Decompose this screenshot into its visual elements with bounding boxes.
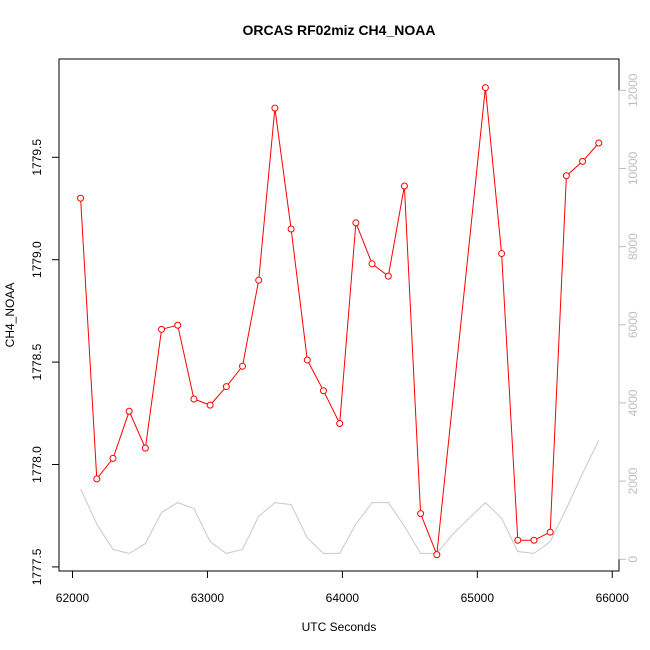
- y-axis-right: 0 2000 4000 6000 8000 10000 12000: [618, 73, 640, 563]
- y2-tick-label: 2000: [626, 467, 640, 494]
- data-point: [109, 454, 117, 462]
- data-point: [141, 444, 149, 452]
- data-point: [158, 325, 166, 333]
- plot-frame: [58, 58, 620, 572]
- data-point: [206, 401, 214, 409]
- data-point: [595, 139, 603, 147]
- secondary-series-layer: [80, 439, 600, 554]
- data-point: [336, 420, 344, 428]
- data-point: [579, 157, 587, 165]
- data-point: [417, 510, 425, 518]
- x-tick-label: 63000: [191, 591, 225, 605]
- data-point: [498, 250, 506, 258]
- chart-title: ORCAS RF02miz CH4_NOAA: [243, 22, 436, 38]
- data-point: [433, 551, 441, 559]
- data-point: [514, 536, 522, 544]
- x-tick-label: 62000: [56, 591, 90, 605]
- data-point: [239, 362, 247, 370]
- data-point: [546, 528, 554, 536]
- secondary-series-line: [80, 439, 600, 554]
- x-axis-label: UTC Seconds: [302, 620, 377, 634]
- y-tick-label: 1779.0: [30, 241, 44, 278]
- x-tick-label: 66000: [596, 591, 630, 605]
- y2-tick-label: 4000: [626, 389, 640, 416]
- data-point: [77, 194, 85, 202]
- x-tick-label: 65000: [461, 591, 495, 605]
- data-point: [384, 272, 392, 280]
- data-point: [400, 182, 408, 190]
- x-tick-label: 64000: [326, 591, 360, 605]
- x-axis: 62000 63000 64000 65000 66000: [56, 570, 630, 605]
- y-axis-left: 1777.5 1778.0 1778.5 1779.0 1779.5: [30, 139, 60, 585]
- y2-tick-label: 12000: [626, 73, 640, 107]
- y2-tick-label: 0: [626, 556, 640, 563]
- data-point: [125, 407, 133, 415]
- data-point: [352, 219, 360, 227]
- y-tick-label: 1778.0: [30, 446, 44, 483]
- y-tick-label: 1778.5: [30, 343, 44, 380]
- y-tick-label: 1777.5: [30, 548, 44, 585]
- y2-tick-label: 6000: [626, 311, 640, 338]
- primary-series-line: [80, 87, 600, 555]
- data-point: [319, 387, 327, 395]
- data-point: [190, 395, 198, 403]
- data-point: [303, 356, 311, 364]
- y2-tick-label: 8000: [626, 233, 640, 260]
- data-point: [93, 475, 101, 483]
- data-point: [222, 383, 230, 391]
- y-axis-label: CH4_NOAA: [3, 283, 17, 348]
- primary-series-layer: [77, 84, 603, 559]
- data-point: [287, 225, 295, 233]
- data-point: [255, 276, 263, 284]
- y-tick-label: 1779.5: [30, 139, 44, 176]
- data-point: [481, 84, 489, 92]
- y2-tick-label: 10000: [626, 151, 640, 185]
- data-point: [174, 321, 182, 329]
- data-point: [530, 536, 538, 544]
- data-point: [271, 104, 279, 112]
- data-point: [368, 260, 376, 268]
- data-point: [562, 172, 570, 180]
